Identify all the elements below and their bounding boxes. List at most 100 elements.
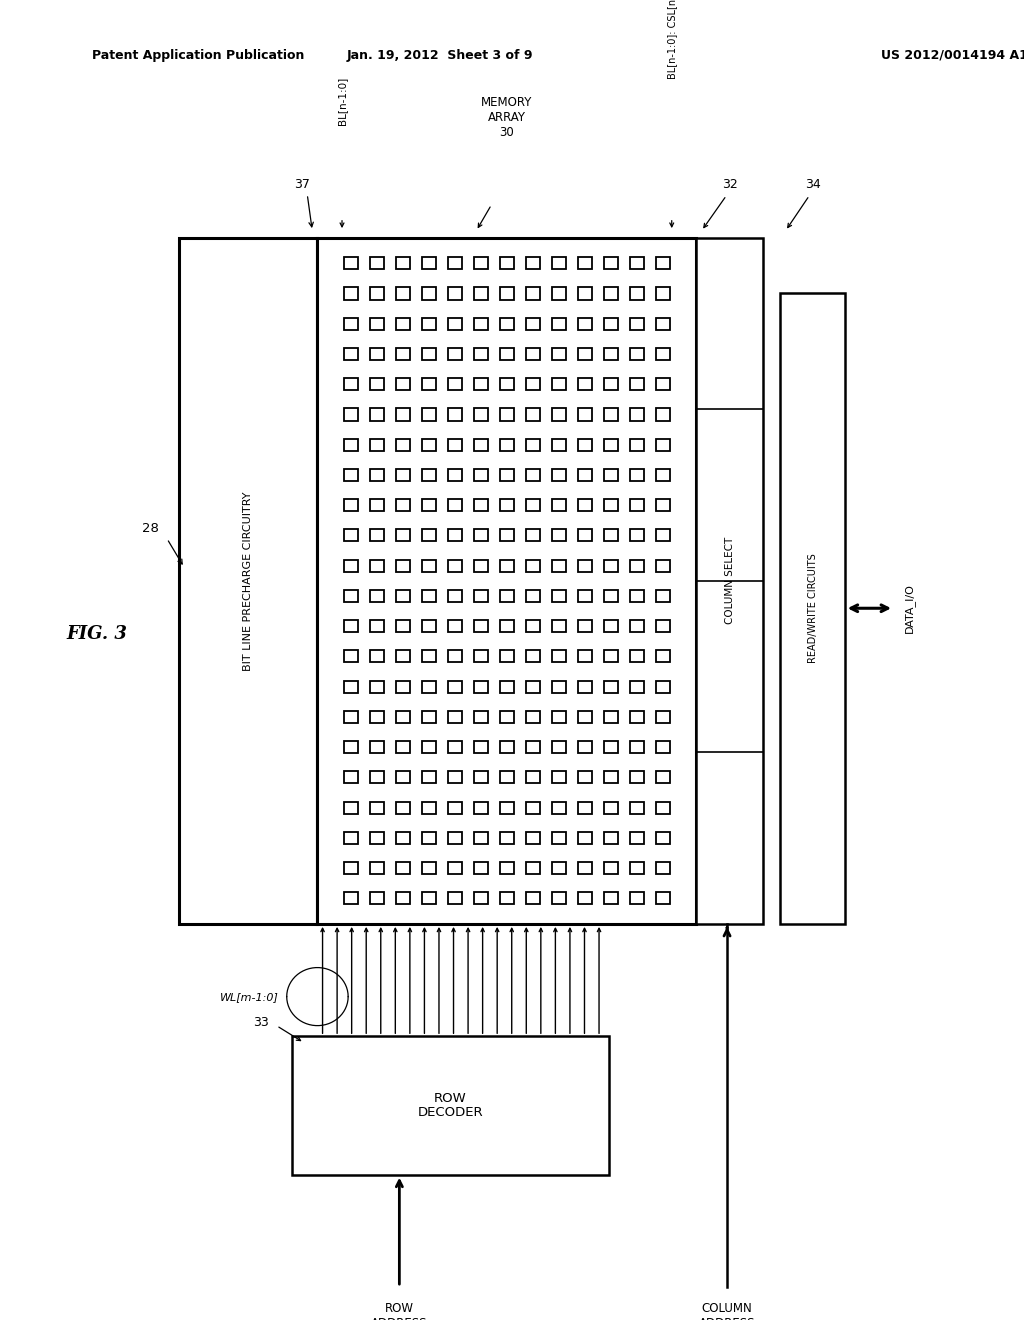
Bar [552,438,565,450]
Bar [579,438,592,450]
Bar [630,560,644,572]
Bar [526,771,540,783]
Bar [552,348,565,360]
Bar [344,741,357,754]
Bar [292,1036,609,1175]
Bar [656,288,670,300]
Bar [449,681,462,693]
Bar [449,832,462,843]
Bar [422,832,435,843]
Bar [396,590,410,602]
Bar [630,741,644,754]
Bar [449,892,462,904]
Bar [579,590,592,602]
Text: DATA_I/O: DATA_I/O [904,583,915,634]
Bar [630,469,644,480]
Bar [370,771,384,783]
Bar [344,348,357,360]
Bar [579,892,592,904]
Text: 33: 33 [254,1016,269,1030]
Bar [604,408,617,421]
Bar [656,681,670,693]
Bar [656,499,670,511]
Bar [552,257,565,269]
Bar [396,801,410,813]
Bar [500,681,514,693]
Bar [370,862,384,874]
Bar [449,257,462,269]
Bar [474,560,487,572]
Bar [344,318,357,330]
Bar [696,238,763,924]
Bar [396,711,410,723]
Bar [500,651,514,663]
Bar [396,348,410,360]
Bar [474,257,487,269]
Bar [579,288,592,300]
Bar [179,238,317,924]
Bar [552,499,565,511]
Bar [449,862,462,874]
Bar [370,741,384,754]
Bar [370,318,384,330]
Bar [604,438,617,450]
Bar [344,771,357,783]
Bar [656,469,670,480]
Bar [552,288,565,300]
Bar [579,620,592,632]
Bar [396,408,410,421]
Bar [396,379,410,391]
Bar [656,348,670,360]
Text: FIG. 3: FIG. 3 [67,624,128,643]
Bar [604,469,617,480]
Bar [449,379,462,391]
Bar [526,651,540,663]
Bar [579,771,592,783]
Bar [579,318,592,330]
Bar [579,741,592,754]
Bar [500,590,514,602]
Bar [630,711,644,723]
Bar [344,892,357,904]
Bar [396,529,410,541]
Bar [526,499,540,511]
Bar [370,257,384,269]
Bar [656,862,670,874]
Bar [449,318,462,330]
Bar [656,318,670,330]
Bar [500,288,514,300]
Bar [370,590,384,602]
Bar [656,560,670,572]
Bar [579,257,592,269]
Bar [552,590,565,602]
Bar [474,741,487,754]
Bar [656,711,670,723]
Bar [604,318,617,330]
Bar [500,257,514,269]
Bar [474,862,487,874]
Bar [370,288,384,300]
Bar [656,379,670,391]
Bar [604,832,617,843]
Bar [396,892,410,904]
Bar [422,257,435,269]
Bar [552,711,565,723]
Bar [579,348,592,360]
Bar [526,711,540,723]
Bar [370,469,384,480]
Bar [500,529,514,541]
Bar [604,348,617,360]
Bar [474,590,487,602]
Bar [604,620,617,632]
Bar [474,711,487,723]
Bar [579,379,592,391]
Bar [552,681,565,693]
Bar [422,892,435,904]
Bar [500,499,514,511]
Bar [526,408,540,421]
Bar [344,438,357,450]
Bar [449,408,462,421]
Bar [526,348,540,360]
Bar [449,560,462,572]
Bar [396,288,410,300]
